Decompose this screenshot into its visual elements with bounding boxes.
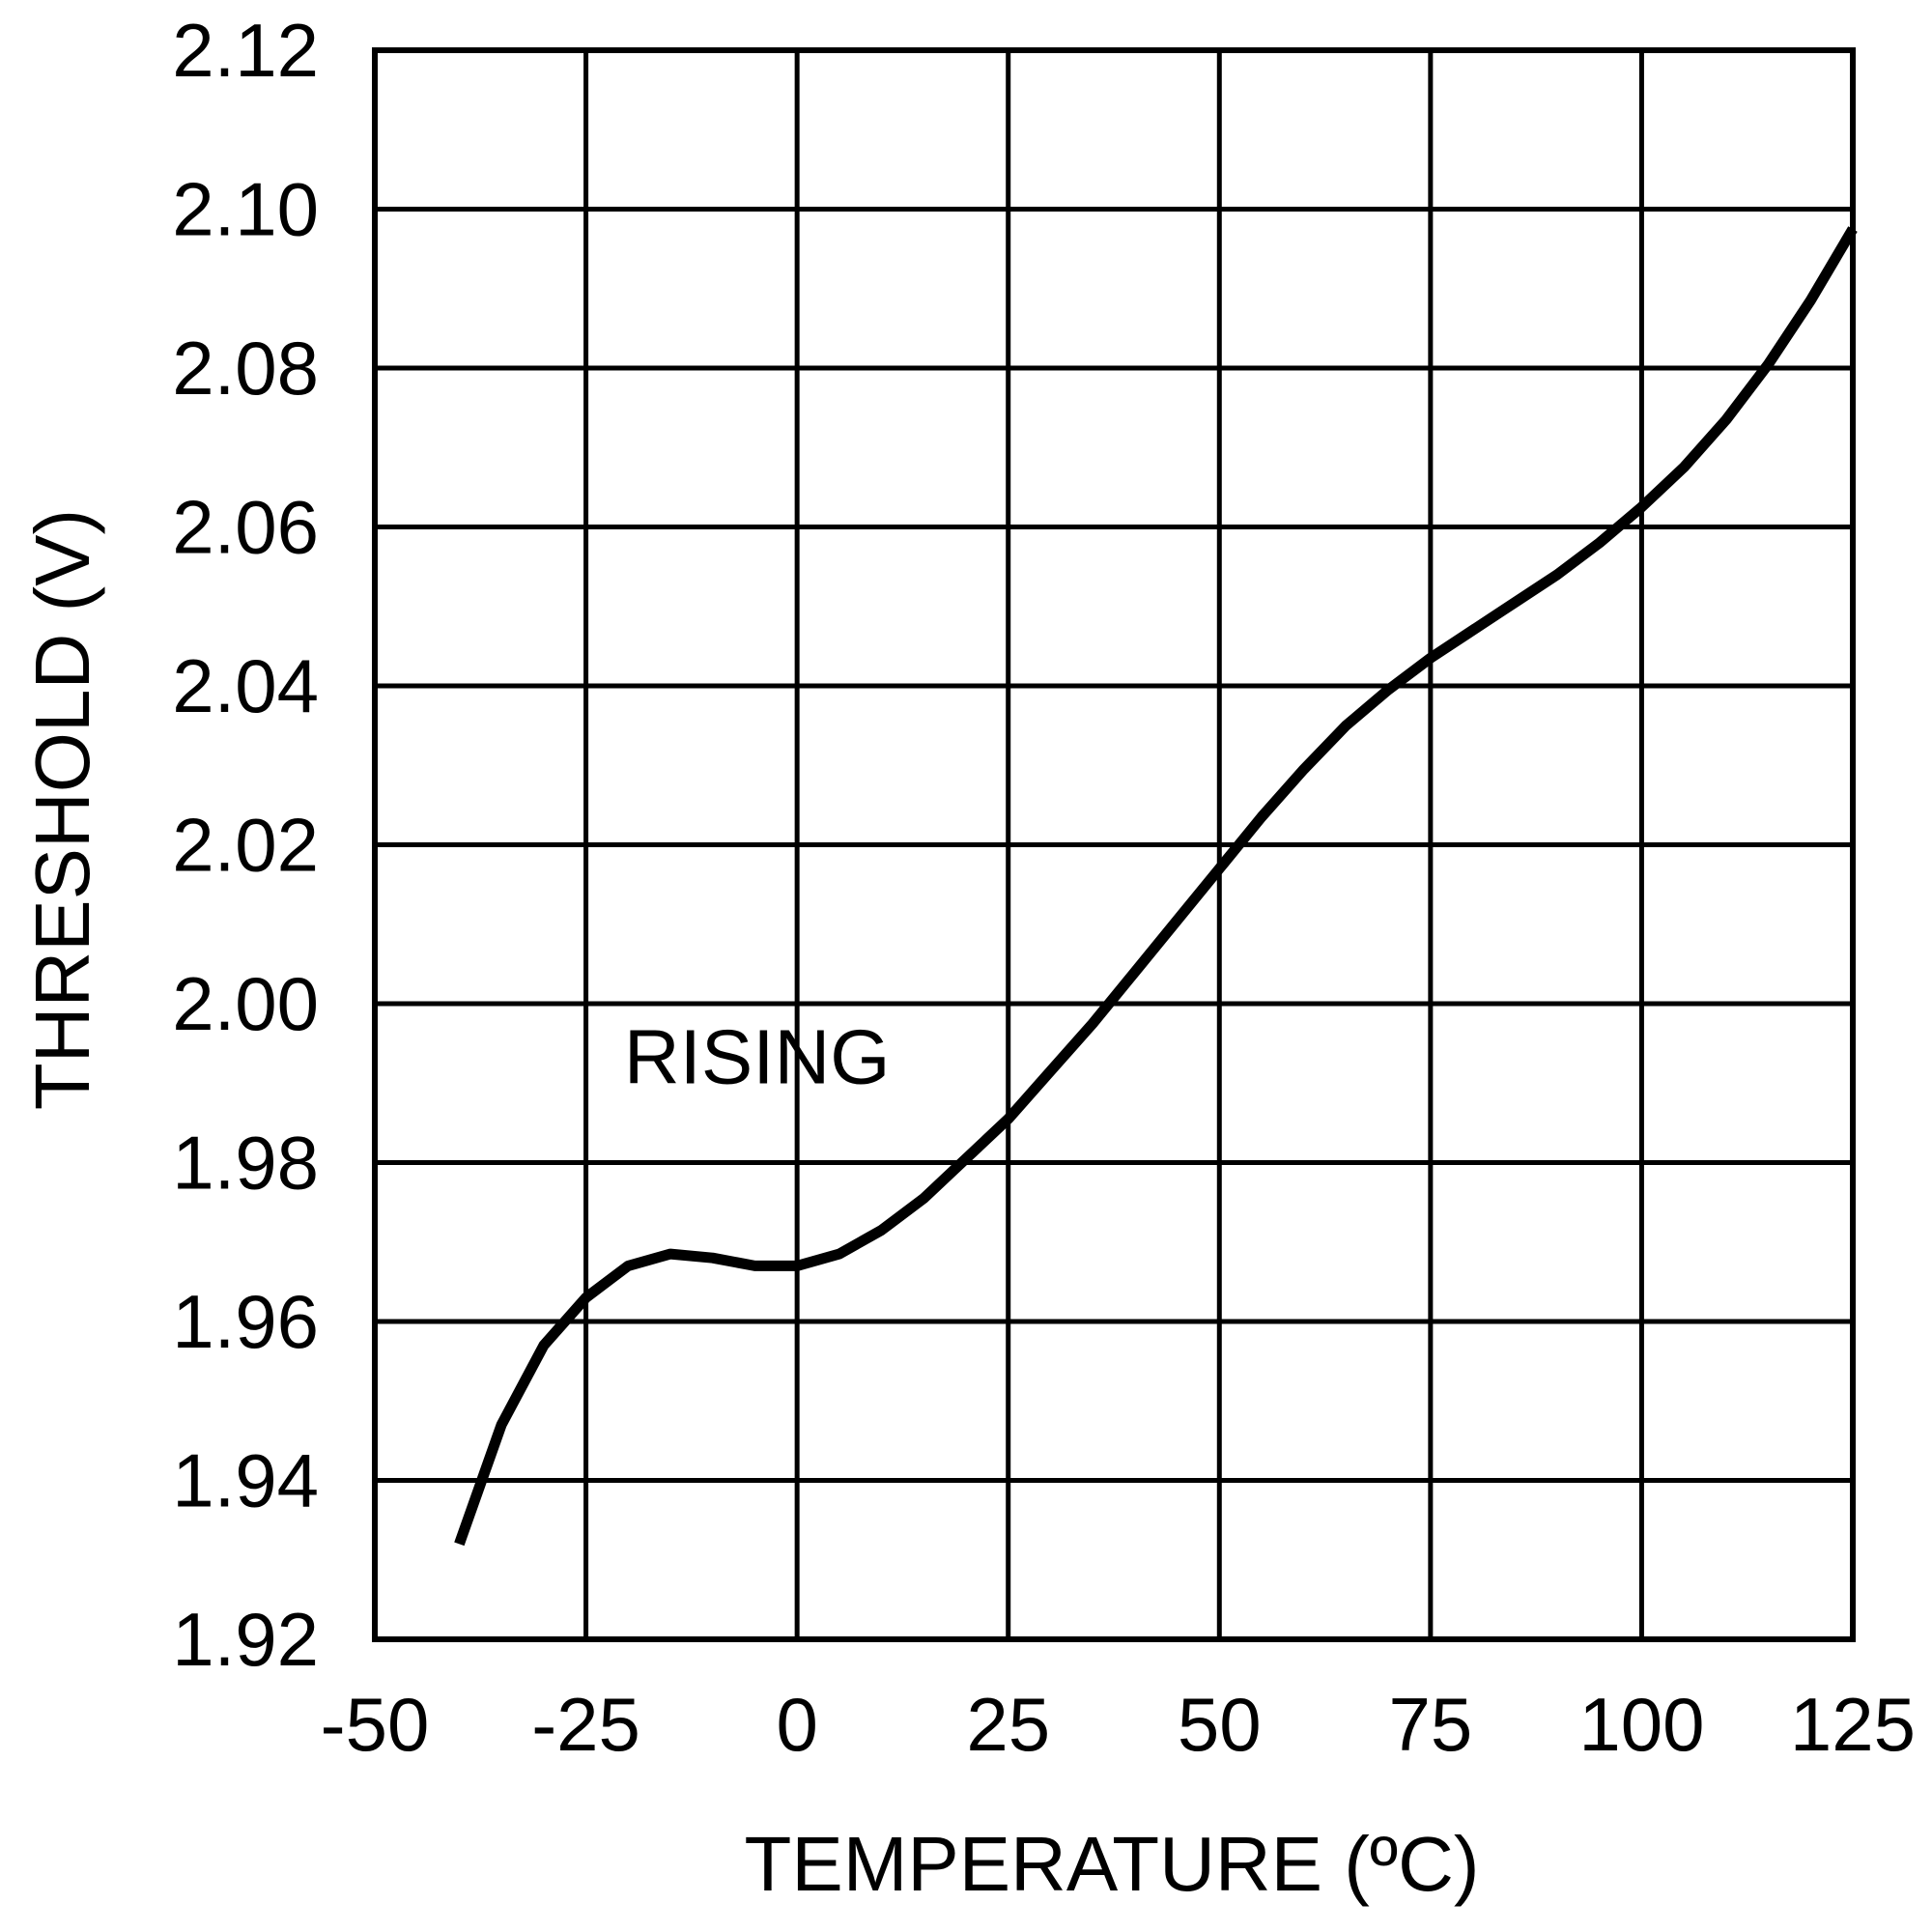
x-tick-label-7: 125	[1790, 1682, 1916, 1767]
y-tick-label-6: 2.04	[172, 643, 319, 728]
x-tick-label-5: 75	[1388, 1682, 1472, 1767]
y-tick-label-0: 1.92	[172, 1597, 319, 1682]
x-tick-label-6: 100	[1578, 1682, 1704, 1767]
x-tick-label-2: 0	[776, 1682, 817, 1767]
y-tick-label-2: 1.96	[172, 1279, 319, 1364]
series-layer	[454, 226, 1858, 1547]
y-tick-label-3: 1.98	[172, 1121, 319, 1206]
x-tick-label-1: -25	[531, 1682, 640, 1767]
y-tick-label-5: 2.02	[172, 803, 319, 888]
y-tick-label-9: 2.10	[172, 167, 319, 252]
y-tick-label-1: 1.94	[172, 1438, 319, 1523]
y-tick-label-7: 2.06	[172, 485, 319, 570]
x-tick-label-4: 50	[1178, 1682, 1262, 1767]
series-line-rising	[454, 226, 1858, 1547]
y-axis-ticks: 1.92 1.94 1.96 1.98 2.00 2.02 2.04 2.06 2.08 2.10…	[172, 8, 319, 1682]
y-axis-title: THRESHOLD (V)	[19, 509, 105, 1110]
x-tick-label-3: 25	[966, 1682, 1050, 1767]
grid	[372, 47, 1856, 1642]
y-tick-label-4: 2.00	[172, 961, 319, 1046]
annotation-rising: RISING	[624, 1013, 891, 1099]
x-axis-title: TEMPERATURE (ºC)	[744, 1821, 1479, 1907]
y-tick-label-8: 2.08	[172, 326, 319, 411]
plot-frame	[372, 47, 1856, 1642]
x-tick-label-0: -50	[321, 1682, 430, 1767]
x-axis-ticks: -50 -25 0 25 50 75 100 125	[321, 1682, 1916, 1767]
y-tick-label-10: 2.12	[172, 8, 319, 93]
